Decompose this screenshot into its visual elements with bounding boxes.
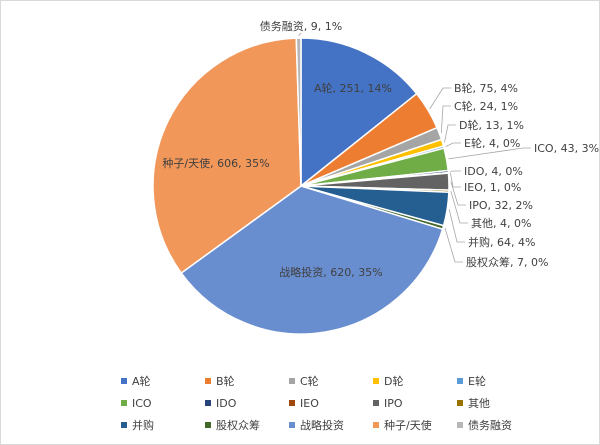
legend-item: 债务融资 (457, 417, 541, 433)
leader-line (445, 142, 461, 147)
legend-swatch (289, 378, 295, 384)
legend-item: E轮 (457, 373, 541, 389)
legend-swatch (289, 400, 295, 406)
data-label: B轮, 75, 4% (454, 81, 518, 95)
leader-line (450, 172, 461, 188)
legend-swatch (457, 378, 463, 384)
data-label: D轮, 13, 1% (459, 118, 524, 132)
data-label: IDO, 4, 0% (464, 165, 523, 178)
legend-item: 并购 (121, 417, 205, 433)
leader-line (450, 181, 466, 206)
data-label: 债务融资, 9, 1% (260, 19, 342, 33)
data-label: C轮, 24, 1% (454, 99, 518, 113)
data-label: IPO, 32, 2% (469, 199, 533, 212)
legend-item: 股权众筹 (205, 417, 289, 433)
legend-label: 并购 (132, 419, 154, 432)
leader-line (444, 227, 463, 263)
legend-label: IPO (384, 396, 403, 410)
legend-swatch (373, 378, 379, 384)
data-label: 并购, 64, 4% (468, 235, 535, 249)
data-label: ICO, 43, 3% (534, 142, 599, 155)
leader-line (450, 191, 468, 224)
legend-swatch (289, 422, 295, 428)
legend-label: IEO (300, 396, 319, 410)
leader-line (444, 124, 456, 143)
legend: A轮 B轮 C轮 D轮 E轮 ICO IDO IEO IPO 其他并购 股权众筹 战略投资 种子/天使 债… (121, 373, 541, 433)
legend-label: 债务融资 (468, 419, 512, 432)
legend-swatch (457, 422, 463, 428)
legend-label: ICO (132, 396, 152, 410)
legend-item: 其他 (457, 395, 541, 411)
legend-swatch (373, 400, 379, 406)
pie-chart: A轮, 251, 14% B轮, 75, 4% C轮, 24, 1% D轮, 13, … (152, 19, 599, 335)
data-label: 战略投资, 620, 35% (279, 265, 382, 279)
leader-line (298, 32, 302, 37)
legend-swatch (121, 400, 127, 406)
legend-swatch (121, 422, 127, 428)
legend-item: IDO (205, 395, 289, 411)
data-label: IEO, 1, 0% (464, 181, 521, 194)
leader-line (448, 209, 465, 243)
legend-item: 战略投资 (289, 417, 373, 433)
leader-line (448, 147, 531, 160)
legend-item: IEO (289, 395, 373, 411)
legend-label: IDO (216, 396, 237, 410)
data-label: E轮, 4, 0% (464, 136, 520, 150)
legend-item: A轮 (121, 373, 205, 389)
legend-label: 种子/天使 (384, 419, 432, 432)
legend-swatch (457, 400, 463, 406)
data-label: A轮, 251, 14% (314, 81, 392, 95)
legend-item: D轮 (373, 373, 457, 389)
data-label: 其他, 4, 0% (471, 217, 531, 230)
legend-item: 种子/天使 (373, 417, 457, 433)
data-label: 股权众筹, 7, 0% (466, 255, 548, 269)
legend-label: C轮 (300, 375, 319, 388)
pie-slice (152, 37, 302, 275)
legend-label: 其他 (468, 397, 490, 410)
legend-label: E轮 (468, 375, 486, 388)
pie-slice (300, 37, 418, 188)
legend-label: 股权众筹 (216, 419, 260, 432)
legend-item: IPO (373, 395, 457, 411)
legend-swatch (205, 400, 211, 406)
pie-slice (295, 37, 302, 187)
legend-label: 战略投资 (300, 419, 344, 432)
legend-swatch (373, 422, 379, 428)
legend-label: D轮 (384, 375, 404, 388)
leader-line (429, 87, 451, 110)
legend-swatch (205, 422, 211, 428)
pie-slice (180, 185, 444, 335)
legend-item: B轮 (205, 373, 289, 389)
legend-swatch (205, 378, 211, 384)
legend-swatch (121, 378, 127, 384)
legend-item: ICO (121, 395, 205, 411)
legend-label: A轮 (132, 375, 151, 388)
leader-line (440, 105, 451, 133)
legend-item: C轮 (289, 373, 373, 389)
legend-label: B轮 (216, 375, 235, 388)
data-label: 种子/天使, 606, 35% (162, 156, 269, 170)
